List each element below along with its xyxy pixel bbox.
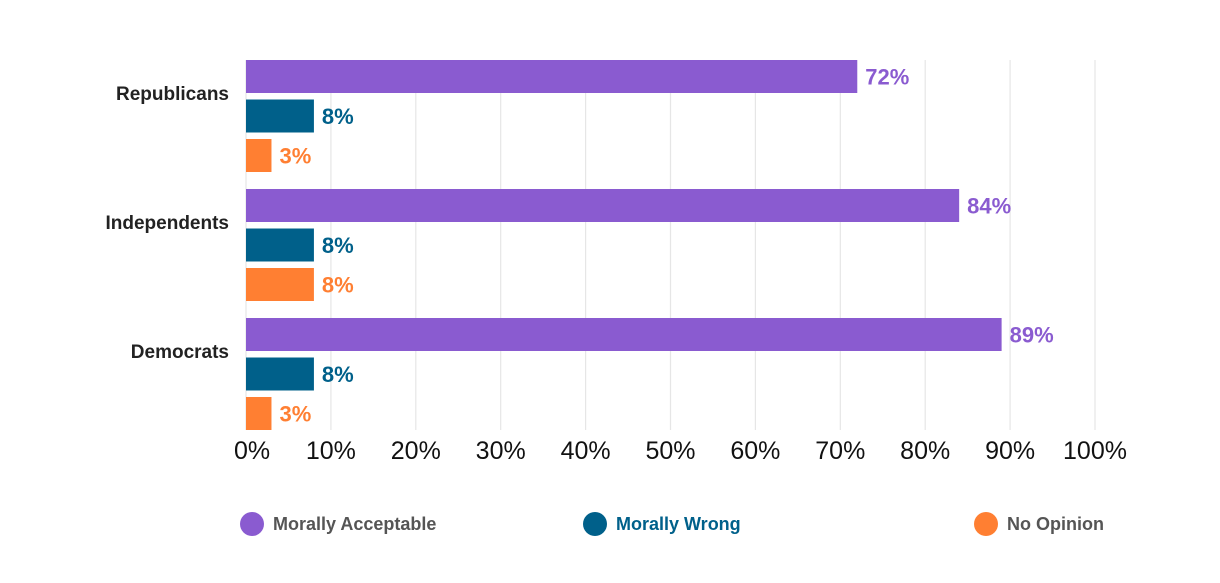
x-tick-label-20: 20% <box>391 437 441 465</box>
category-labels: Republicans Independents Democrats <box>105 84 229 363</box>
x-tick-label-30: 30% <box>476 437 526 465</box>
bar-independents-no-opinion <box>246 268 314 301</box>
bar-democrats-no-opinion <box>246 397 272 430</box>
category-label-democrats: Democrats <box>131 342 229 363</box>
legend-label-morally-acceptable: Morally Acceptable <box>273 514 436 534</box>
bar-democrats-morally-acceptable <box>246 318 1002 351</box>
legend-marker-morally-wrong <box>583 512 607 536</box>
x-tick-label-40: 40% <box>561 437 611 465</box>
data-label-republicans-morally-acceptable: 72% <box>865 65 909 90</box>
bar-republicans-morally-wrong <box>246 99 314 133</box>
legend-label-no-opinion: No Opinion <box>1007 514 1104 534</box>
bars <box>246 60 1002 430</box>
category-label-independents: Independents <box>105 213 229 234</box>
legend-marker-no-opinion <box>974 512 998 536</box>
data-labels: 72% 8% 3% 84% 8% 8% 89% 8% 3% <box>279 65 1053 427</box>
x-tick-label-80: 80% <box>900 437 950 465</box>
x-tick-label-100: 100% <box>1063 437 1127 465</box>
bar-democrats-morally-wrong <box>246 357 314 391</box>
data-label-republicans-morally-wrong: 8% <box>322 104 354 129</box>
x-tick-label-70: 70% <box>815 437 865 465</box>
data-label-democrats-no-opinion: 3% <box>279 402 311 427</box>
data-label-independents-morally-wrong: 8% <box>322 233 354 258</box>
x-tick-label-90: 90% <box>985 437 1035 465</box>
legend-label-morally-wrong: Morally Wrong <box>616 514 741 534</box>
x-tick-label-10: 10% <box>306 437 356 465</box>
bar-independents-morally-wrong <box>246 228 314 262</box>
legend-marker-morally-acceptable <box>240 512 264 536</box>
legend: Morally Acceptable Morally Wrong No Opinio… <box>240 512 1104 536</box>
x-axis-tick-labels: 0% 10% 20% 30% 40% 50% 60% 70% 80% 90% 100% <box>234 437 1127 465</box>
bar-independents-morally-acceptable <box>246 189 960 222</box>
bar-republicans-no-opinion <box>246 139 272 172</box>
x-tick-label-0: 0% <box>234 437 270 465</box>
x-tick-label-60: 60% <box>730 437 780 465</box>
bar-republicans-morally-acceptable <box>246 60 858 93</box>
data-label-republicans-no-opinion: 3% <box>279 144 311 169</box>
data-label-democrats-morally-wrong: 8% <box>322 362 354 387</box>
category-label-republicans: Republicans <box>116 84 229 105</box>
data-label-independents-morally-acceptable: 84% <box>967 194 1011 219</box>
data-label-independents-no-opinion: 8% <box>322 273 354 298</box>
grid-lines <box>245 60 1096 430</box>
data-label-democrats-morally-acceptable: 89% <box>1010 323 1054 348</box>
x-tick-label-50: 50% <box>645 437 695 465</box>
